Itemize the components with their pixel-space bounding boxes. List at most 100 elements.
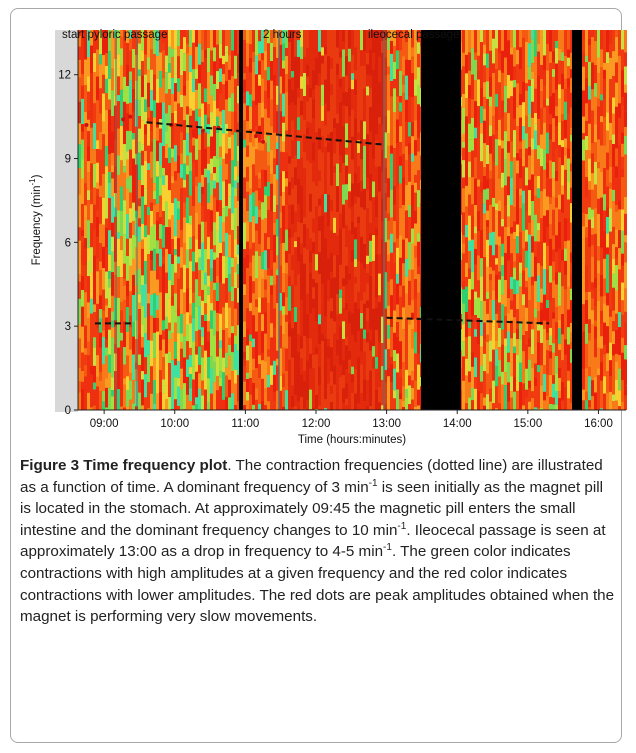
spectrogram-texture: [303, 159, 306, 169]
spectrogram-texture: [156, 127, 159, 141]
spectrogram-texture: [201, 174, 204, 187]
spectrogram-texture: [129, 208, 132, 223]
spectrogram-texture: [549, 317, 552, 328]
spectrogram-texture: [156, 309, 159, 319]
spectrogram-texture: [498, 211, 501, 237]
spectrogram-texture: [96, 386, 99, 410]
spectrogram-texture: [243, 30, 246, 41]
spectrogram-texture: [336, 63, 339, 75]
spectrogram-texture: [528, 300, 531, 324]
spectrogram-texture: [255, 278, 258, 300]
spectrogram-texture: [354, 383, 357, 394]
spectrogram-texture: [348, 302, 351, 312]
spectrogram-texture: [117, 266, 120, 278]
spectrogram-texture: [123, 299, 126, 322]
spectrogram-texture: [141, 285, 144, 296]
spectrogram-texture: [393, 310, 396, 333]
spectrogram-texture: [495, 258, 498, 265]
spectrogram-texture: [561, 249, 564, 261]
spectrogram-texture: [285, 92, 288, 104]
spectrogram-texture: [264, 279, 267, 290]
spectrogram-texture: [360, 207, 363, 223]
spectrogram-texture: [279, 76, 282, 94]
spectrogram-texture: [357, 64, 360, 88]
spectrogram-texture: [87, 119, 90, 132]
spectrogram-texture: [228, 337, 231, 345]
spectrogram-texture: [126, 280, 129, 296]
spectrogram-texture: [195, 186, 198, 213]
spectrogram-texture: [480, 258, 483, 277]
spectrogram-texture: [336, 406, 339, 410]
spectrogram-texture: [366, 308, 369, 321]
spectrogram-texture: [87, 355, 90, 373]
spectrogram-texture: [486, 210, 489, 221]
spectrogram-texture: [468, 52, 471, 71]
spectrogram-texture: [180, 177, 183, 189]
spectrogram-texture: [342, 184, 345, 205]
spectrogram-texture: [474, 315, 477, 323]
spectrogram-texture: [534, 344, 537, 364]
spectrogram-texture: [279, 227, 282, 244]
spectrogram-texture: [507, 98, 510, 114]
spectrogram-texture: [93, 149, 96, 164]
spectrogram-texture: [333, 302, 336, 322]
spectrogram-texture: [615, 361, 618, 380]
spectrogram-texture: [609, 285, 612, 309]
spectrogram-texture: [306, 30, 309, 49]
spectrogram-texture: [303, 398, 306, 409]
spectrogram-texture: [144, 374, 147, 398]
spectrogram-texture: [528, 346, 531, 360]
spectrogram-texture: [129, 30, 132, 39]
spectrogram-texture: [597, 246, 600, 254]
spectrogram-texture: [552, 352, 555, 376]
spectrogram-texture: [510, 47, 513, 55]
spectrogram-texture: [351, 262, 354, 284]
spectrogram-texture: [600, 362, 603, 381]
spectrogram-texture: [258, 60, 261, 75]
spectrogram-texture: [345, 123, 348, 148]
spectrogram-texture: [312, 355, 315, 369]
spectrogram-texture: [177, 405, 180, 410]
spectrogram-texture: [309, 97, 312, 123]
spectrogram-texture: [282, 228, 285, 243]
spectrogram-texture: [471, 204, 474, 217]
spectrogram-texture: [177, 309, 180, 317]
spectrogram-texture: [558, 398, 561, 410]
spectrogram-texture: [321, 30, 324, 48]
spectrogram-texture: [156, 253, 159, 280]
spectrogram-texture: [303, 370, 306, 382]
spectrogram-texture: [105, 247, 108, 272]
spectrogram-texture: [150, 130, 153, 142]
spectrogram-texture: [264, 90, 267, 109]
spectrogram-texture: [93, 389, 96, 406]
spectrogram-texture: [249, 334, 252, 342]
spectrogram-texture: [351, 136, 354, 160]
spectrogram-texture: [612, 30, 615, 52]
spectrogram-texture: [228, 234, 231, 257]
spectrogram-texture: [555, 89, 558, 101]
spectrogram-texture: [303, 57, 306, 73]
spectrogram-texture: [366, 190, 369, 209]
spectrogram-texture: [492, 403, 495, 410]
spectrogram-texture: [555, 390, 558, 405]
spectrogram-texture: [519, 286, 522, 297]
spectrogram-texture: [102, 391, 105, 402]
spectrogram-texture: [234, 272, 237, 289]
spectrogram-texture: [546, 292, 549, 301]
spectrogram-texture: [162, 78, 165, 103]
spectrogram-texture: [174, 272, 177, 294]
spectrogram-texture: [336, 339, 339, 356]
spectrogram-texture: [279, 310, 282, 326]
spectrogram-texture: [234, 111, 237, 133]
spectrogram-texture: [315, 270, 318, 283]
spectrogram-texture: [570, 242, 573, 253]
spectrogram-texture: [231, 229, 234, 258]
spectrogram-texture: [339, 222, 342, 229]
spectrogram-texture: [384, 285, 387, 309]
spectrogram-texture: [195, 371, 198, 398]
spectrogram-texture: [384, 404, 387, 410]
spectrogram-texture: [327, 258, 330, 280]
spectrogram-texture: [285, 56, 288, 75]
spectrogram-texture: [609, 188, 612, 209]
spectrogram-texture: [309, 211, 312, 239]
